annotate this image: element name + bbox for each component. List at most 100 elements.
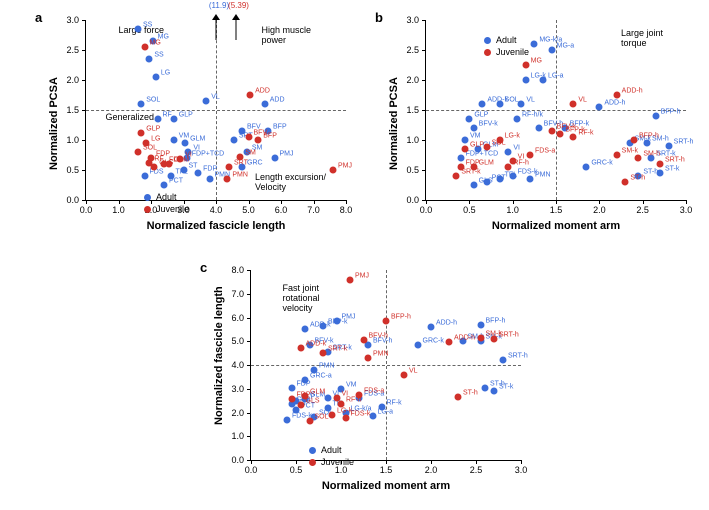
data-point-juvenile [138,129,145,136]
x-tick-label: 7.0 [304,205,324,215]
data-point-juvenile [297,345,304,352]
data-point-juvenile [224,176,231,183]
legend-item-adult: Adult [309,445,354,455]
data-point-juvenile [446,339,453,346]
data-point-label: LG [161,69,170,76]
data-point-juvenile [453,173,460,180]
y-tick [247,318,251,319]
x-tick-label: 0.5 [286,465,306,475]
data-point-adult [470,182,477,189]
data-point-label: VM [470,132,481,139]
y-tick [247,341,251,342]
data-point-label: SRT [234,159,248,166]
x-tick-label: 2.0 [589,205,609,215]
data-point-adult [195,170,202,177]
figure-root: a0.01.02.03.04.05.06.07.08.00.00.51.01.5… [0,0,709,510]
data-point-adult [135,26,142,33]
data-point-adult [583,164,590,171]
y-tick [82,50,86,51]
y-tick-label: 6.0 [231,313,244,323]
data-point-label: VL [526,96,535,103]
y-tick [422,200,426,201]
data-point-label: PMJ [280,150,294,157]
data-point-juvenile [657,161,664,168]
data-point-adult [470,125,477,132]
data-point-label: PMJ [338,162,352,169]
data-point-label: BFV-k [557,123,576,130]
x-tick-label: 5.0 [239,205,259,215]
data-point-label: SRT-h [665,156,685,163]
data-point-adult [596,104,603,111]
region-label: Fast jointrotationalvelocity [283,284,320,314]
data-point-label: GLP [146,125,160,132]
data-point-label: BFV-h [369,332,388,339]
data-point-label: VL [211,93,220,100]
data-point-juvenile [548,128,555,135]
data-point-adult [302,326,309,333]
data-point-juvenile [557,131,564,138]
y-tick-label: 0.5 [66,165,79,175]
data-point-juvenile [360,337,367,344]
data-point-label: GLM [479,159,494,166]
y-axis-label: Normalized PCSA [388,77,400,170]
y-tick-label: 1.0 [406,135,419,145]
data-point-adult [206,176,213,183]
y-tick-label: 8.0 [231,265,244,275]
data-point-label: GLP [470,141,484,148]
data-point-juvenile [151,164,158,171]
data-point-label: GLP [474,111,488,118]
data-point-label: RF-h [513,159,529,166]
data-point-label: ST-h [630,174,645,181]
data-point-label: GLP [179,111,193,118]
x-axis-label: Normalized moment arm [306,480,466,492]
data-point-label: SM-k [622,147,638,154]
legend-item-adult: Adult [484,35,529,45]
data-point-label: BFP-h [639,132,659,139]
data-point-label: VL [578,96,587,103]
data-point-juvenile [631,137,638,144]
data-point-juvenile [401,371,408,378]
legend-item-juvenile: Juvenile [309,457,354,467]
data-point-adult [466,116,473,123]
data-point-adult [170,137,177,144]
data-point-label: BFP [273,123,287,130]
legend-dot-icon [309,447,316,454]
data-point-label: FDP [466,159,480,166]
x-tick-label: 0.0 [241,465,261,475]
x-tick [431,460,432,464]
data-point-adult [496,101,503,108]
data-point-adult [652,113,659,120]
x-tick-label: 6.0 [271,205,291,215]
data-point-juvenile [245,134,252,141]
y-tick [82,20,86,21]
data-point-label: FDP [297,380,311,387]
data-point-juvenile [226,164,233,171]
legend: Adult Juvenile [309,445,354,469]
data-point-juvenile [141,44,148,51]
data-point-adult [477,321,484,328]
data-point-adult [138,101,145,108]
x-tick-label: 1.5 [546,205,566,215]
data-point-label: BFP-h [391,313,411,320]
y-tick-label: 0.5 [406,165,419,175]
data-point-label: FDS-a [364,387,384,394]
legend: AdultJuvenile [144,192,189,216]
hline [251,365,521,366]
data-point-label: GRC-a [310,373,332,380]
data-point-adult [261,101,268,108]
data-point-juvenile [247,92,254,99]
data-point-adult [527,176,534,183]
x-tick [86,200,87,204]
data-point-label: RF-k [578,129,593,136]
data-point-adult [457,155,464,162]
x-tick-label: 2.5 [633,205,653,215]
data-point-adult [230,137,237,144]
data-point-juvenile [522,62,529,69]
legend-label: Juvenile [321,457,354,467]
data-point-label: ADD-h [436,319,457,326]
data-point-juvenile [483,144,490,151]
legend-item-adult: Adult [144,192,189,202]
x-tick [469,200,470,204]
data-point-label: TFL [505,171,517,178]
arrow-up [212,14,220,40]
